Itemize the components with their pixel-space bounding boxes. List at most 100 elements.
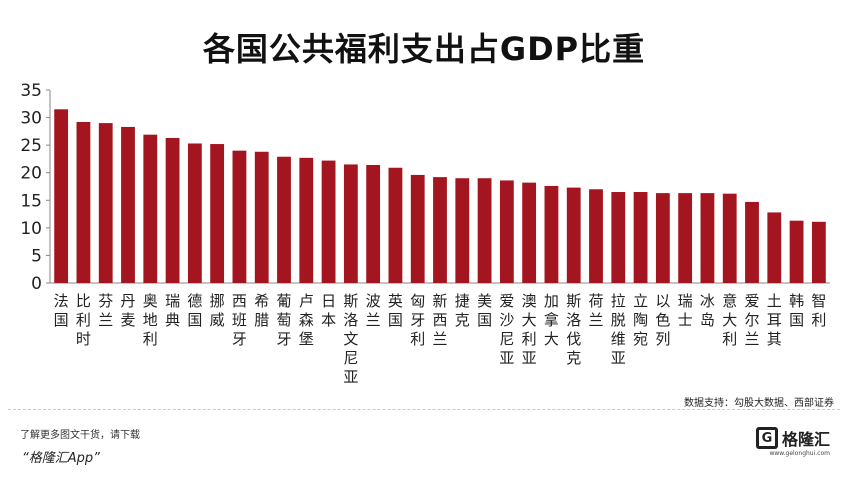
x-tick-label: 脱: [611, 311, 626, 329]
x-tick-label: 兰: [588, 311, 603, 329]
x-tick-label: 兰: [98, 311, 113, 329]
bar: [678, 193, 693, 283]
x-tick-label: 拉: [611, 292, 626, 310]
bar: [767, 212, 782, 283]
x-tick-label: 卢: [299, 292, 314, 310]
bar: [121, 126, 135, 284]
x-tick-label: 利: [410, 330, 425, 348]
x-tick-label: 萄: [276, 311, 291, 329]
x-tick-label: 洛: [566, 311, 581, 329]
bar: [277, 156, 291, 283]
bar-chart: 05101520253035法国比利时芬兰丹麦奥地利瑞典德国挪威西班牙希腊葡萄牙…: [20, 81, 830, 386]
x-tick-label: 森: [299, 311, 314, 329]
bar: [789, 220, 804, 283]
x-tick-label: 伐: [566, 330, 581, 348]
x-tick-label: 典: [165, 311, 180, 329]
x-tick-label: 芬: [98, 292, 113, 310]
y-tick-label: 35: [20, 81, 42, 101]
x-tick-label: 韩: [789, 292, 804, 310]
bar: [210, 144, 225, 283]
brand-logo: G 格隆汇: [755, 426, 830, 450]
x-tick-label: 尔: [744, 311, 759, 329]
bar: [165, 137, 180, 283]
x-tick-label: 波: [366, 292, 381, 310]
x-tick-label: 斯: [343, 292, 358, 310]
x-tick-label: 冰: [700, 292, 715, 310]
bar: [477, 178, 492, 283]
x-tick-label: 匈: [410, 292, 425, 310]
bar: [143, 134, 158, 283]
x-tick-label: 亚: [499, 349, 514, 367]
bar: [232, 150, 247, 283]
x-tick-label: 葡: [276, 292, 291, 310]
bar: [700, 193, 715, 283]
x-tick-label: 洛: [343, 311, 358, 329]
bar: [388, 167, 403, 283]
x-tick-label: 立: [633, 292, 648, 310]
x-tick-label: 澳: [522, 292, 537, 310]
logo-text: 格隆汇: [781, 430, 830, 449]
x-tick-label: 时: [76, 330, 91, 348]
x-tick-label: 耳: [767, 311, 782, 329]
x-tick-label: 奥: [143, 292, 158, 310]
bar: [655, 193, 670, 283]
x-tick-label: 德: [187, 292, 202, 310]
x-tick-label: 堡: [299, 330, 314, 348]
y-tick-label: 5: [31, 246, 42, 266]
x-tick-label: 牙: [232, 330, 247, 348]
x-tick-label: 腊: [254, 311, 269, 329]
x-tick-label: 荷: [588, 292, 603, 310]
x-tick-label: 英: [388, 292, 403, 310]
x-tick-label: 牙: [410, 311, 425, 329]
bar: [343, 164, 358, 283]
x-tick-label: 爱: [744, 292, 759, 310]
x-tick-label: 麦: [120, 311, 135, 329]
x-tick-label: 地: [143, 311, 158, 329]
x-tick-label: 希: [254, 292, 269, 310]
x-tick-label: 加: [544, 292, 559, 310]
x-tick-label: 利: [722, 330, 737, 348]
bar: [522, 182, 537, 283]
bar: [611, 192, 626, 283]
x-tick-label: 美: [477, 292, 492, 310]
x-tick-label: 牙: [276, 330, 291, 348]
x-tick-label: 沙: [499, 311, 514, 329]
x-tick-label: 瑞: [165, 292, 180, 310]
x-tick-label: 兰: [744, 330, 759, 348]
bar: [811, 221, 826, 283]
x-tick-label: 兰: [366, 311, 381, 329]
x-tick-label: 智: [811, 292, 826, 310]
x-tick-label: 亚: [611, 349, 626, 367]
bar: [544, 185, 559, 283]
bar: [633, 192, 648, 283]
y-tick-label: 10: [20, 219, 42, 239]
x-tick-label: 兰: [432, 330, 447, 348]
bar: [366, 164, 381, 283]
logo-icon: G: [755, 427, 778, 449]
x-tick-label: 挪: [210, 292, 225, 310]
x-tick-label: 岛: [700, 311, 715, 329]
x-tick-label: 利: [143, 330, 158, 348]
x-tick-label: 新: [432, 292, 447, 310]
bar: [76, 121, 91, 284]
x-tick-label: 土: [767, 292, 782, 310]
bar: [187, 143, 202, 283]
logo-url: www.gelonghui.com: [769, 450, 830, 457]
bar: [98, 123, 113, 283]
x-tick-label: 利: [811, 311, 826, 329]
y-tick-label: 20: [20, 164, 42, 184]
x-tick-label: 大: [544, 330, 559, 348]
x-tick-label: 利: [76, 311, 91, 329]
x-tick-label: 利: [522, 330, 537, 348]
y-tick-label: 25: [20, 136, 42, 156]
bar: [566, 187, 581, 283]
promo-text: 了解更多图文干货，请下载: [20, 430, 140, 441]
data-source: 数据支持：勾股大数据、西部证券: [684, 398, 834, 409]
x-tick-label: 大: [722, 311, 737, 329]
bar: [433, 177, 447, 283]
x-tick-label: 以: [655, 292, 670, 310]
x-tick-label: 陶: [633, 311, 648, 329]
bar: [54, 109, 69, 283]
bar: [722, 193, 737, 283]
bar: [299, 157, 314, 283]
